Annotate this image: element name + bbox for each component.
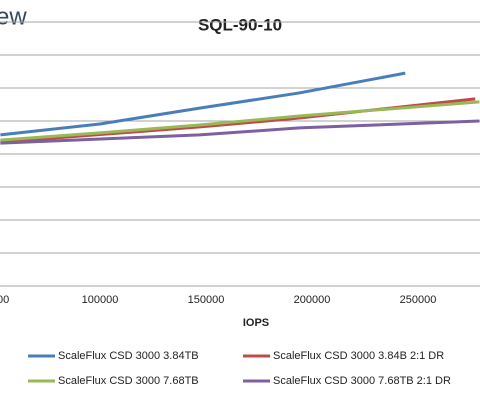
x-axis-label: IOPS xyxy=(243,317,269,329)
legend-label: ScaleFlux CSD 3000 7.68TB 2:1 DR xyxy=(273,375,451,387)
series-line xyxy=(0,71,406,137)
legend-label: ScaleFlux CSD 3000 3.84TB xyxy=(58,350,199,362)
x-tick-label: 100000 xyxy=(82,294,119,306)
series-line xyxy=(0,100,480,142)
x-tick-label: 50000 xyxy=(0,294,9,306)
legend-label: ScaleFlux CSD 3000 3.84B 2:1 DR xyxy=(273,350,444,362)
series-line xyxy=(0,119,480,145)
x-tick-label: 200000 xyxy=(294,294,331,306)
x-tick-label: 150000 xyxy=(188,294,225,306)
legend-label: ScaleFlux CSD 3000 7.68TB xyxy=(58,375,199,387)
chart-title: SQL-90-10 xyxy=(198,15,282,34)
x-tick-label: 250000 xyxy=(400,294,437,306)
logo: ew xyxy=(0,3,27,30)
